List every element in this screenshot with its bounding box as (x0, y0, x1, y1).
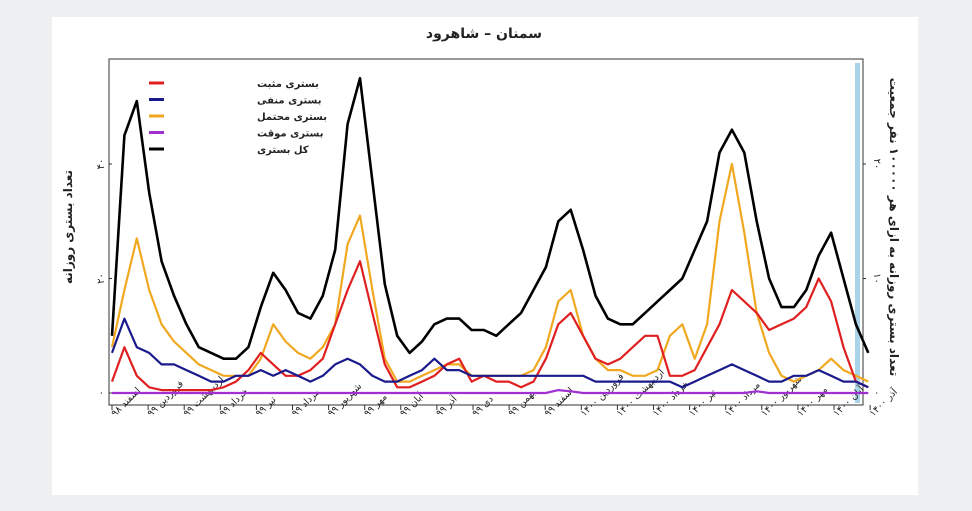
y2-axis-ticks: ۰ ۱۰ ۲۰ (863, 159, 882, 396)
legend-label: بستری محتمل (257, 112, 327, 123)
y-tick-label: ۰ (96, 390, 107, 395)
x-tick-label: آبان ۱۴۰۰ (830, 382, 867, 419)
legend-label: بستری موقت (257, 129, 323, 140)
y-tick-label: ۲۰ (96, 273, 107, 284)
y-tick-label: ۴۰ (96, 159, 107, 170)
series-line (110, 162, 869, 383)
secondary-axis-band (855, 63, 860, 403)
series-line (110, 317, 869, 389)
series-lines (110, 76, 870, 395)
y-axis-label: تعداد بستری روزانه (61, 170, 76, 284)
series-line (112, 389, 869, 395)
y2-tick-label: ۰ (871, 390, 882, 395)
x-tick-label: خرداد ۹۹ (218, 386, 251, 419)
chart-card: سمنان – شاهرود تعداد بستری روزانه تعداد … (52, 17, 918, 495)
chart-title: سمنان – شاهرود (426, 26, 542, 42)
x-tick-label: مهر ۱۴۰۰ (795, 384, 830, 419)
legend-label: کل بستری (257, 145, 309, 156)
series-line (110, 260, 869, 392)
plot-frame (108, 58, 864, 406)
x-tick-label: دی ۹۹ (470, 394, 495, 419)
legend-label: بستری منفی (257, 96, 321, 107)
y2-axis-label: تعداد بستری روزانه به ازای هر ۱۰۰۰۰۰ نفر… (886, 78, 901, 376)
x-tick-label: فروردین ۹۹ (145, 379, 186, 420)
y2-tick-label: ۲۰ (871, 159, 882, 170)
x-tick-label: شهریور ۹۹ (326, 381, 364, 419)
x-tick-label: مرداد ۱۴۰۰ (723, 380, 763, 420)
x-tick-label: اسفند ۹۸ (109, 386, 143, 420)
x-tick-label: مرداد ۹۹ (290, 387, 322, 419)
x-tick-label: تیر ۱۴۰۰ (687, 387, 719, 419)
y-axis-ticks: ۰ ۲۰ ۴۰ (96, 159, 112, 396)
y2-tick-label: ۱۰ (871, 273, 882, 284)
legend: بستری مثبت بستری منفی بستری محتمل بستری موق… (149, 79, 327, 156)
legend-label: بستری مثبت (257, 79, 319, 90)
chart: سمنان – شاهرود تعداد بستری روزانه تعداد … (61, 26, 901, 420)
x-tick-label: تیر ۹۹ (254, 394, 279, 419)
series-line (110, 76, 870, 361)
